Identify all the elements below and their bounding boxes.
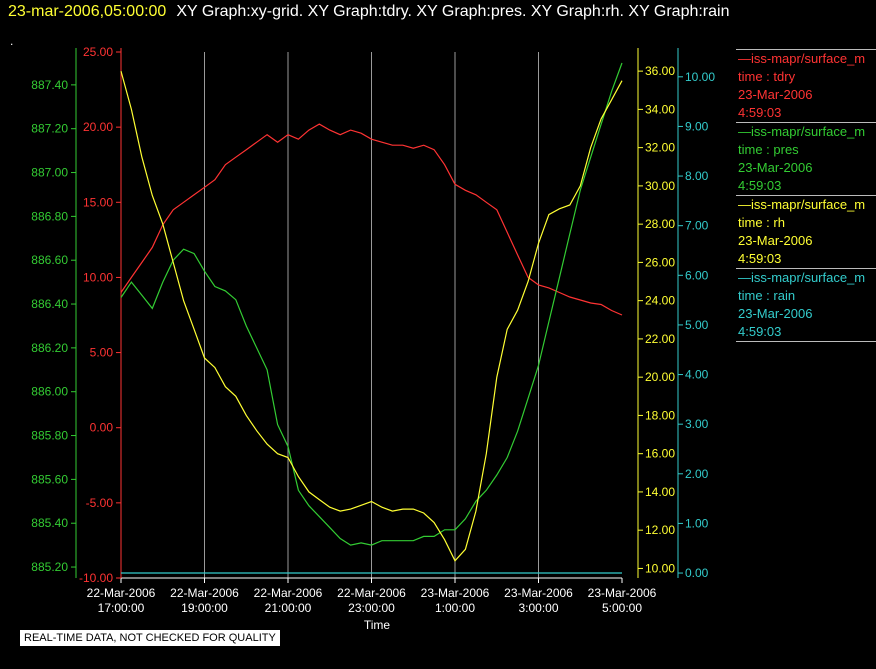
pres-tick-label: 887.00	[31, 166, 68, 180]
pres-tick-label: 887.40	[31, 78, 68, 92]
pres-tick-label: 886.60	[31, 253, 68, 267]
rain-tick-label: 10.00	[685, 70, 715, 84]
series-line-tdry	[120, 123, 623, 316]
rain-tick-label: 8.00	[685, 169, 709, 183]
x-tick-label-date: 23-Mar-2006	[504, 586, 573, 600]
title-graph-list: XY Graph:xy-grid. XY Graph:tdry. XY Grap…	[176, 3, 730, 20]
rain-tick-label: 2.00	[685, 467, 709, 481]
legend-field: time : rain	[738, 288, 796, 303]
series-line-rh	[120, 70, 623, 562]
tdry-tick-label: 25.00	[83, 45, 113, 59]
series-line-pres	[120, 62, 623, 546]
x-tick-label-time: 1:00:00	[435, 601, 475, 615]
legend-source: —iss-mapr/surface_m	[738, 270, 866, 285]
rain-tick-label: 9.00	[685, 119, 709, 133]
rh-tick-label: 24.00	[645, 294, 675, 308]
pres-tick-label: 886.00	[31, 385, 68, 399]
tdry-tick-label: 5.00	[90, 346, 114, 360]
rain-tick-label: 7.00	[685, 219, 709, 233]
legend-field: time : rh	[738, 215, 785, 230]
legend-source: —iss-mapr/surface_m	[738, 124, 866, 139]
rh-tick-label: 12.00	[645, 523, 675, 537]
x-tick-label-time: 19:00:00	[181, 601, 228, 615]
pres-tick-label: 885.20	[31, 560, 68, 574]
tdry-tick-label: 20.00	[83, 120, 113, 134]
rh-tick-label: 14.00	[645, 485, 675, 499]
chart-title: 23-mar-2006,05:00:00 XY Graph:xy-grid. XY…	[8, 3, 729, 21]
quality-notice: REAL-TIME DATA, NOT CHECKED FOR QUALITY	[20, 630, 280, 646]
legend-field: time : tdry	[738, 69, 796, 84]
pres-tick-label: 886.80	[31, 209, 68, 223]
rain-tick-label: 6.00	[685, 268, 709, 282]
x-axis-label: Time	[364, 618, 391, 632]
tdry-tick-label: 0.00	[90, 421, 114, 435]
rain-tick-label: 1.00	[685, 516, 709, 530]
rh-tick-label: 20.00	[645, 370, 675, 384]
rh-tick-label: 16.00	[645, 447, 675, 461]
rain-tick-label: 0.00	[685, 566, 709, 580]
rh-tick-label: 10.00	[645, 561, 675, 575]
x-tick-label-time: 17:00:00	[98, 601, 145, 615]
legend-field: time : pres	[738, 142, 799, 157]
x-tick-label-time: 5:00:00	[602, 601, 642, 615]
rain-tick-label: 5.00	[685, 318, 709, 332]
pres-tick-label: 885.40	[31, 516, 68, 530]
rh-tick-label: 28.00	[645, 217, 675, 231]
legend-date: 23-Mar-2006	[738, 306, 813, 321]
legend-source: —iss-mapr/surface_m	[738, 197, 866, 212]
tdry-tick-label: 15.00	[83, 195, 113, 209]
tdry-tick-label: 10.00	[83, 270, 113, 284]
x-tick-label-date: 22-Mar-2006	[254, 586, 323, 600]
legend-time: 4:59:03	[738, 251, 782, 266]
title-timestamp: 23-mar-2006,05:00:00	[8, 3, 167, 20]
x-tick-label-time: 21:00:00	[265, 601, 312, 615]
legend-time: 4:59:03	[738, 105, 782, 120]
rh-tick-label: 32.00	[645, 141, 675, 155]
x-tick-label-date: 22-Mar-2006	[337, 586, 406, 600]
x-tick-label-date: 22-Mar-2006	[87, 586, 156, 600]
pres-tick-label: 886.20	[31, 341, 68, 355]
pres-tick-label: 885.60	[31, 472, 68, 486]
tdry-tick-label: -10.00	[79, 571, 113, 585]
rh-tick-label: 34.00	[645, 102, 675, 116]
tdry-tick-label: -5.00	[86, 496, 114, 510]
x-tick-label-time: 3:00:00	[518, 601, 558, 615]
legend-date: 23-Mar-2006	[738, 160, 813, 175]
x-tick-label-date: 22-Mar-2006	[170, 586, 239, 600]
rain-tick-label: 4.00	[685, 368, 709, 382]
rain-tick-label: 3.00	[685, 417, 709, 431]
title-marker: .	[10, 34, 14, 48]
legend-time: 4:59:03	[738, 324, 782, 339]
rh-tick-label: 26.00	[645, 255, 675, 269]
legend-date: 23-Mar-2006	[738, 87, 813, 102]
rh-tick-label: 36.00	[645, 64, 675, 78]
pres-tick-label: 887.20	[31, 122, 68, 136]
legend-source: —iss-mapr/surface_m	[738, 51, 866, 66]
rh-tick-label: 18.00	[645, 408, 675, 422]
x-tick-label-date: 23-Mar-2006	[588, 586, 657, 600]
x-tick-label-time: 23:00:00	[348, 601, 395, 615]
rh-tick-label: 22.00	[645, 332, 675, 346]
legend: —iss-mapr/surface_m time : tdry 23-Mar-200…	[736, 49, 876, 342]
legend-time: 4:59:03	[738, 178, 782, 193]
legend-date: 23-Mar-2006	[738, 233, 813, 248]
pres-tick-label: 886.40	[31, 297, 68, 311]
x-tick-label-date: 23-Mar-2006	[421, 586, 490, 600]
pres-tick-label: 885.80	[31, 429, 68, 443]
rh-tick-label: 30.00	[645, 179, 675, 193]
